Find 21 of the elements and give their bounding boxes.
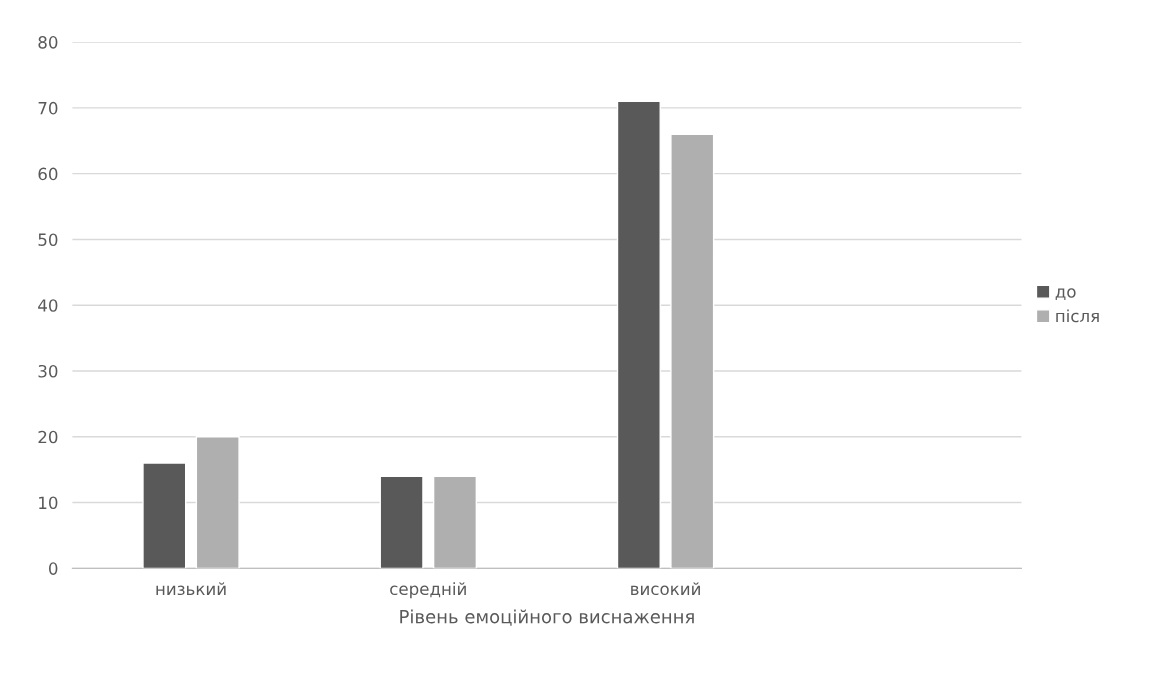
bar [142, 462, 187, 569]
bar [195, 436, 240, 569]
y-tick-label: 80 [38, 36, 58, 49]
legend-label: до [1055, 288, 1076, 300]
x-tick-label: низький [156, 582, 226, 596]
y-tick-label: 50 [38, 233, 58, 246]
bar [616, 100, 661, 569]
y-tick-label: 40 [38, 299, 58, 312]
bar [379, 475, 424, 569]
x-tick-label: середній [390, 582, 466, 599]
y-tick-label: 0 [48, 562, 58, 575]
y-tick-label: 20 [38, 430, 58, 444]
y-tick-label: 60 [38, 167, 58, 181]
y-tick-label: 10 [39, 496, 58, 510]
x-axis-title: Рівень емоційного виснаження [400, 609, 694, 626]
bar [670, 133, 715, 569]
y-tick-label: 30 [38, 364, 58, 378]
bar [432, 475, 478, 569]
y-tick-label: 70 [38, 101, 58, 115]
legend-label: після [1056, 309, 1099, 323]
x-tick-label: високий [631, 582, 700, 596]
